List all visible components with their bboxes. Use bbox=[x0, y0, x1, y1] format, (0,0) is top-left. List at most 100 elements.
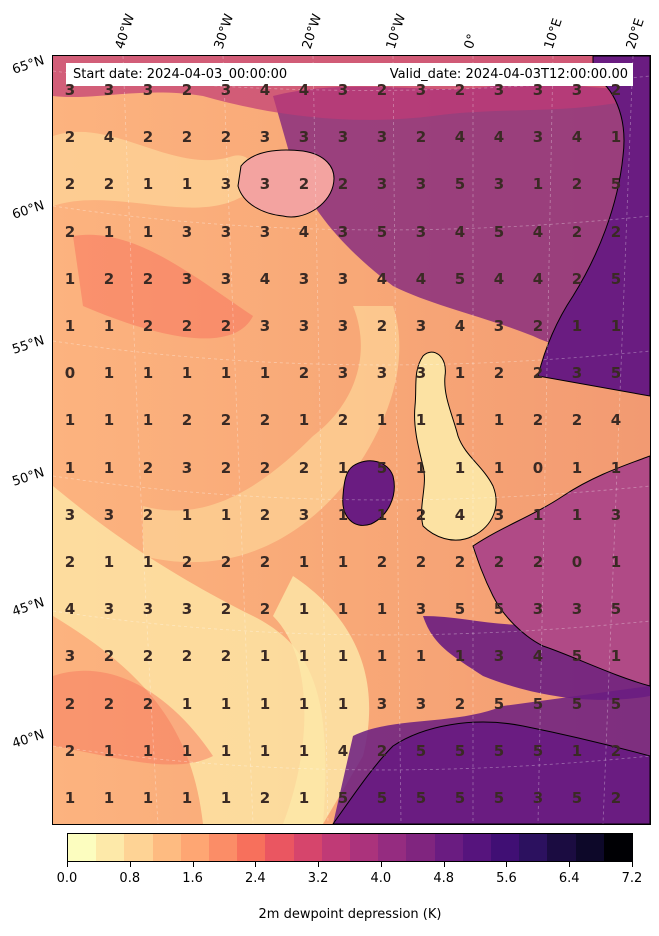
great-britain bbox=[414, 351, 497, 541]
grid-value: 1 bbox=[298, 647, 310, 666]
grid-value: 3 bbox=[493, 81, 505, 99]
lat-label-55n: 55°N bbox=[10, 333, 47, 358]
grid-value: 3 bbox=[415, 364, 427, 383]
grid-value: 1 bbox=[103, 789, 115, 807]
grid-value: 3 bbox=[571, 364, 583, 383]
moist-band-north bbox=[53, 131, 254, 208]
grid-value: 3 bbox=[181, 600, 193, 619]
grid-value: 1 bbox=[181, 175, 193, 194]
grid-value: 4 bbox=[532, 647, 544, 666]
grid-value: 1 bbox=[64, 789, 76, 807]
grid-value: 2 bbox=[610, 81, 622, 99]
grid-value: 3 bbox=[337, 364, 349, 383]
colorbar-tick bbox=[632, 862, 633, 867]
colorbar-segment bbox=[293, 834, 322, 861]
grid-value: 3 bbox=[64, 81, 76, 99]
grid-value: 1 bbox=[610, 647, 622, 666]
grid-value: 1 bbox=[415, 411, 427, 430]
grid-value: 3 bbox=[337, 128, 349, 147]
grid-value: 5 bbox=[610, 694, 622, 713]
grid-value: 5 bbox=[454, 600, 466, 619]
grid-value: 3 bbox=[220, 81, 232, 99]
grid-value: 1 bbox=[103, 741, 115, 760]
grid-value: 1 bbox=[220, 364, 232, 383]
grid-value: 1 bbox=[532, 175, 544, 194]
grid-value: 3 bbox=[259, 317, 271, 335]
grid-value: 4 bbox=[337, 741, 349, 760]
grid-value: 4 bbox=[454, 222, 466, 241]
grid-value: 3 bbox=[298, 128, 310, 147]
colorbar-tick-label: 1.6 bbox=[182, 871, 203, 886]
grid-value: 3 bbox=[259, 175, 271, 194]
valid-date: Valid_date: 2024-04-03T12:00:00.00 bbox=[389, 67, 628, 82]
grid-value: 1 bbox=[415, 458, 427, 477]
grid-value: 5 bbox=[571, 789, 583, 807]
grid-value: 2 bbox=[376, 553, 388, 571]
grid-value: 4 bbox=[298, 222, 310, 241]
grid-value: 1 bbox=[64, 458, 76, 477]
grid-value: 2 bbox=[64, 175, 76, 194]
grid-value: 5 bbox=[376, 222, 388, 241]
grid-value: 0 bbox=[64, 364, 76, 383]
colorbar-segment bbox=[603, 834, 633, 861]
continental-europe bbox=[472, 455, 650, 687]
grid-value: 5 bbox=[454, 741, 466, 760]
grid-value: 3 bbox=[220, 222, 232, 241]
colorbar-segment bbox=[237, 834, 266, 861]
grid-value: 2 bbox=[220, 553, 232, 571]
colorbar-tick-label: 4.0 bbox=[370, 871, 392, 886]
grid-value: 3 bbox=[415, 81, 427, 99]
grid-value: 5 bbox=[415, 789, 427, 807]
grid-value: 2 bbox=[220, 411, 232, 430]
colorbar bbox=[67, 833, 633, 862]
grid-value: 2 bbox=[220, 647, 232, 666]
grid-value: 1 bbox=[64, 411, 76, 430]
grid-value: 2 bbox=[259, 505, 271, 524]
colorbar-tick-label: 2.4 bbox=[244, 871, 266, 886]
grid-value: 2 bbox=[415, 553, 427, 571]
grid-value: 4 bbox=[454, 128, 466, 147]
grid-value: 2 bbox=[532, 411, 544, 430]
grid-value: 3 bbox=[493, 647, 505, 666]
grid-value: 1 bbox=[337, 505, 349, 524]
grid-value: 5 bbox=[493, 222, 505, 241]
grid-value: 1 bbox=[337, 647, 349, 666]
grid-value: 3 bbox=[493, 175, 505, 194]
colorbar-segment bbox=[519, 834, 548, 861]
grid-value: 1 bbox=[103, 364, 115, 383]
grid-value: 2 bbox=[103, 269, 115, 288]
grid-value: 1 bbox=[259, 364, 271, 383]
grid-value: 2 bbox=[610, 222, 622, 241]
lat-label-60n: 60°N bbox=[10, 198, 47, 223]
grid-value: 4 bbox=[454, 505, 466, 524]
grid-value: 3 bbox=[376, 128, 388, 147]
grid-value: 1 bbox=[298, 741, 310, 760]
grid-value: 1 bbox=[142, 411, 154, 430]
grid-value: 1 bbox=[220, 694, 232, 713]
grid-value: 3 bbox=[493, 317, 505, 335]
grid-value: 2 bbox=[259, 458, 271, 477]
grid-value: 3 bbox=[415, 694, 427, 713]
grid-value: 1 bbox=[571, 741, 583, 760]
grid-value: 5 bbox=[493, 600, 505, 619]
grid-value: 2 bbox=[571, 411, 583, 430]
grid-value: 3 bbox=[64, 647, 76, 666]
grid-value: 3 bbox=[337, 317, 349, 335]
grid-value: 2 bbox=[454, 694, 466, 713]
start-date: Start date: 2024-04-03_00:00:00 bbox=[73, 67, 288, 82]
grid-value: 2 bbox=[220, 600, 232, 619]
grid-value: 1 bbox=[415, 647, 427, 666]
grid-value: 3 bbox=[610, 505, 622, 524]
grid-value: 2 bbox=[142, 694, 154, 713]
grid-value: 3 bbox=[103, 81, 115, 99]
grid-value: 1 bbox=[259, 694, 271, 713]
grid-value: 2 bbox=[571, 269, 583, 288]
grid-value: 3 bbox=[64, 505, 76, 524]
grid-value: 3 bbox=[103, 505, 115, 524]
grid-value: 2 bbox=[142, 317, 154, 335]
grid-value: 1 bbox=[181, 505, 193, 524]
grid-value: 5 bbox=[376, 458, 388, 477]
colorbar-title: 2m dewpoint depression (K) bbox=[258, 907, 442, 922]
grid-value: 5 bbox=[337, 789, 349, 807]
colorbar-tick-label: 5.6 bbox=[496, 871, 517, 886]
